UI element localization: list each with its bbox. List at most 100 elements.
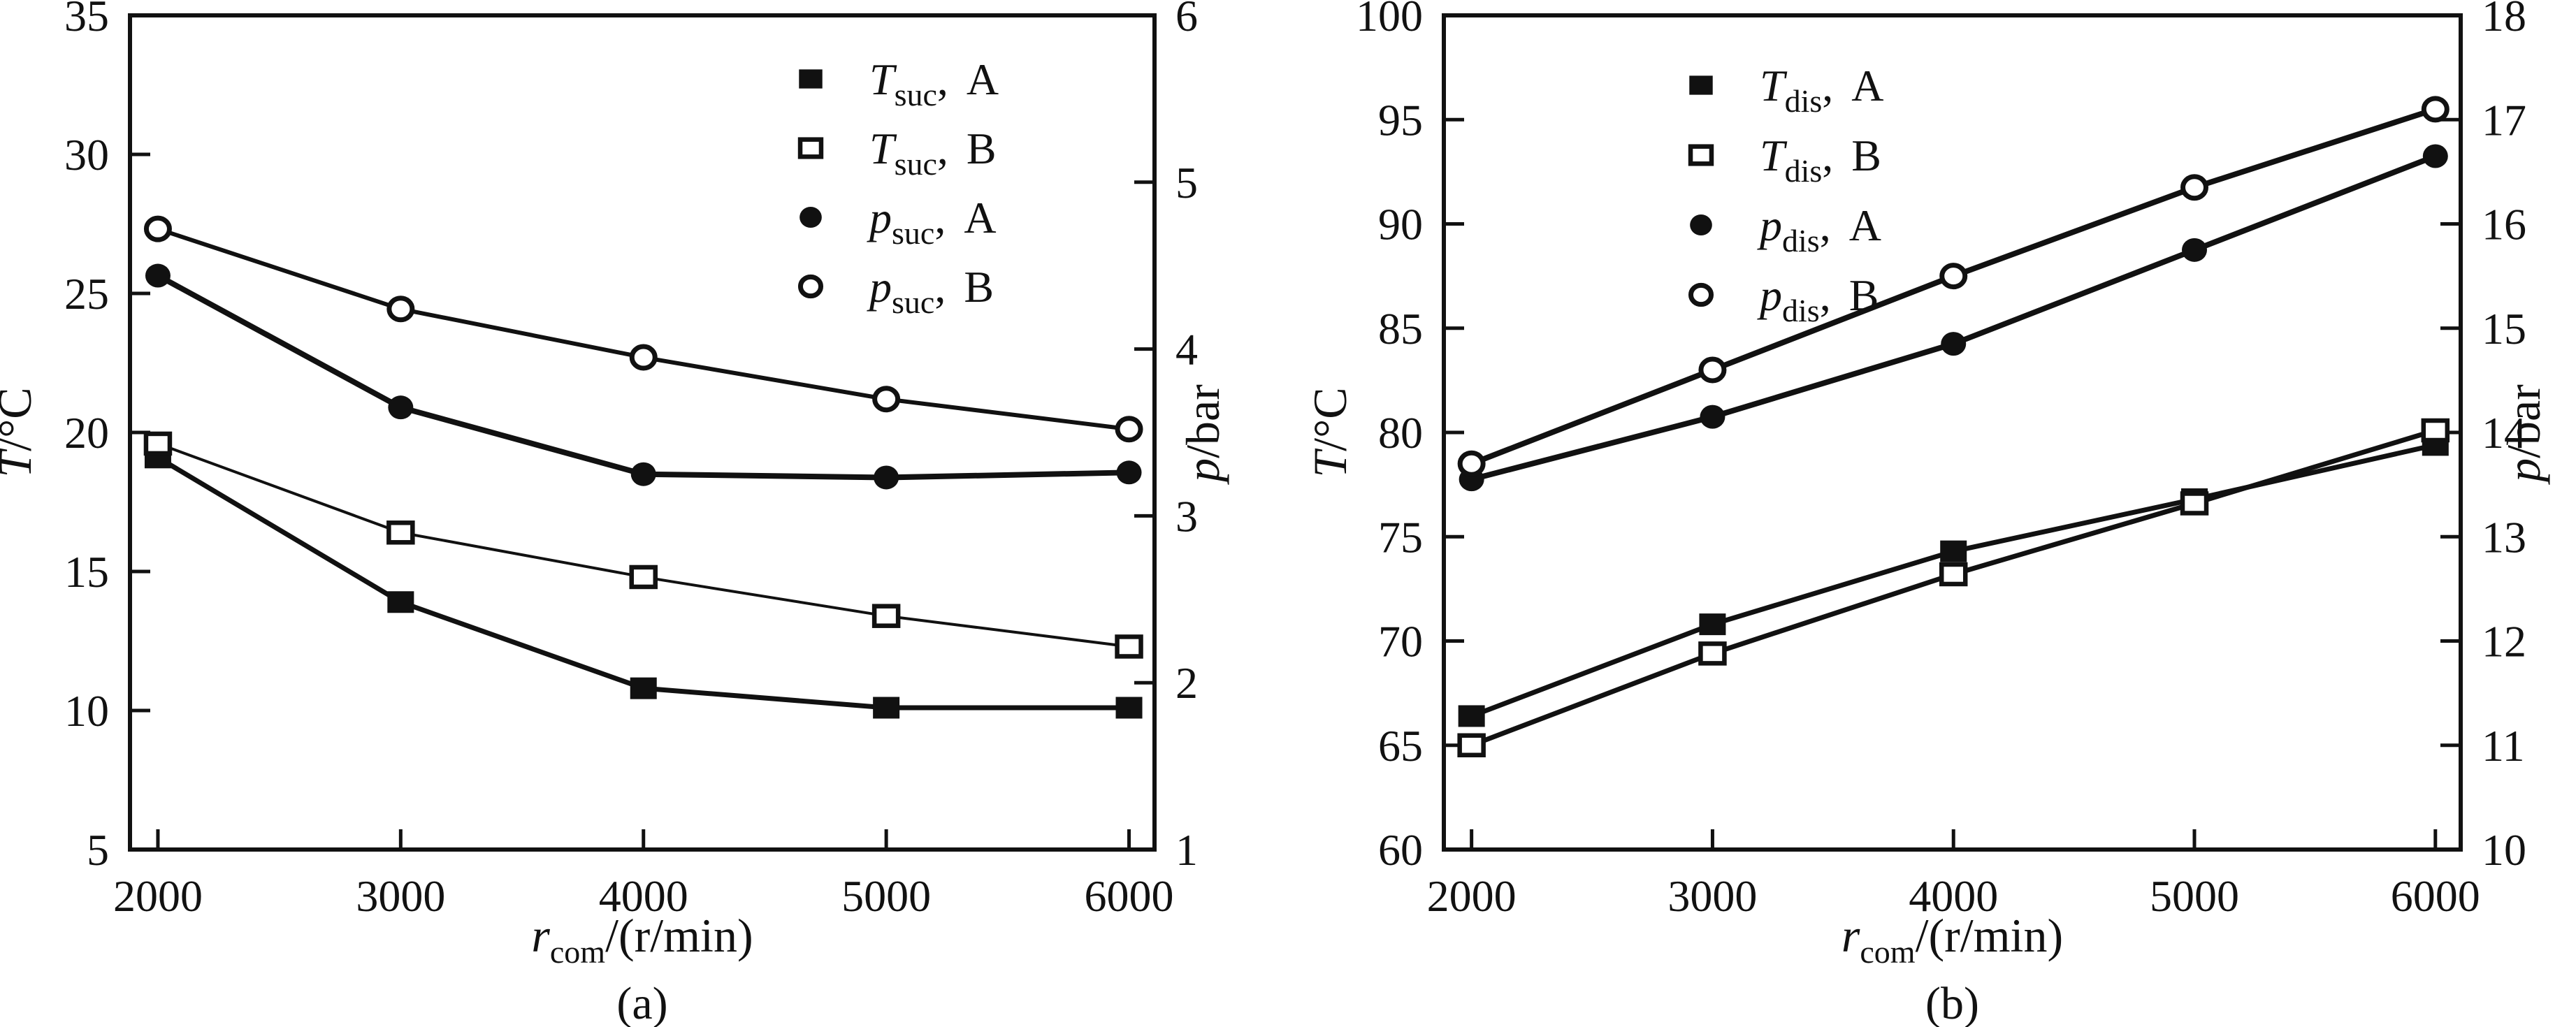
left-tick-label-a-35: 35 (64, 0, 109, 41)
chart-a: 2000 3000 4000 5000 6000 35 30 25 20 15 10 5 6 5 4 3 2 1 T… (0, 0, 1229, 1027)
legend-a: Tsuc, A Tsuc, B psuc, A psuc, B (797, 54, 999, 320)
left-tick-label-b-80: 80 (1378, 408, 1423, 458)
legend-label-p_suc_B: psuc, B (867, 262, 994, 320)
marker-T_dis_B-3000 (1698, 641, 1727, 666)
marker-p_dis_B-4000 (1939, 263, 1968, 290)
left-tick-label-b-60: 60 (1378, 825, 1423, 875)
series-line-p_suc_B (157, 226, 1129, 432)
legend-label-T_dis_A: Tdis, A (1760, 61, 1884, 119)
marker-p_suc_B-3000 (386, 296, 415, 323)
legend-label-p_dis_A: pdis, A (1757, 201, 1881, 258)
legend-item-T_suc_A: Tsuc, A (799, 54, 999, 112)
marker-p_dis_A-6000 (2422, 144, 2448, 168)
legend-item-T_dis_B: Tdis, B (1688, 131, 1881, 189)
marker-p_suc_A-4000 (630, 462, 656, 486)
right-tick-label-a-2: 2 (1175, 658, 1198, 708)
left-tick-label-b-75: 75 (1378, 512, 1423, 562)
marker-T_dis_B-6000 (2421, 418, 2450, 443)
marker-p_dis_B-5000 (2180, 174, 2209, 201)
left-axis-title-a: T/°C (0, 387, 41, 477)
right-tick-label-b-17: 17 (2482, 95, 2526, 145)
legend-marker-p_dis_A (1690, 214, 1712, 235)
legend-label-p_suc_A: psuc, A (867, 193, 997, 251)
left-tick-label-a-5: 5 (87, 825, 109, 875)
marker-p_dis_A-5000 (2182, 238, 2208, 262)
marker-T_suc_A-3000 (387, 591, 414, 613)
caption-a: (a) (616, 978, 667, 1027)
marker-p_dis_B-2000 (1457, 450, 1486, 477)
marker-T_suc_B-5000 (871, 604, 901, 628)
x-tick-label-a-5000: 5000 (841, 871, 931, 921)
legend-label-p_dis_B: pdis, B (1757, 270, 1879, 328)
legend-item-p_dis_A: pdis, A (1690, 201, 1881, 258)
legend-item-p_suc_B: psuc, B (797, 262, 994, 320)
left-axis-title-b: T/°C (1303, 387, 1356, 477)
legend-item-p_suc_A: psuc, A (799, 193, 997, 251)
legend-item-T_suc_B: Tsuc, B (797, 124, 997, 182)
marker-T_dis_B-5000 (2180, 491, 2209, 516)
x-tick-label-a-2000: 2000 (113, 871, 203, 921)
left-tick-label-a-10: 10 (64, 686, 109, 736)
right-tick-label-a-3: 3 (1175, 491, 1198, 541)
marker-p_dis_A-4000 (1941, 332, 1967, 356)
legend-item-T_dis_A: Tdis, A (1689, 61, 1884, 119)
right-tick-label-a-6: 6 (1175, 0, 1198, 41)
marker-p_suc_B-2000 (143, 215, 172, 242)
caption-b: (b) (1925, 978, 1979, 1027)
x-tick-label-a-3000: 3000 (356, 871, 445, 921)
marker-T_dis_A-3000 (1699, 613, 1726, 636)
x-tick-label-a-6000: 6000 (1085, 871, 1174, 921)
chart-b: 2000 3000 4000 5000 6000 100 95 90 85 80 75 70 65 60 1… (1303, 0, 2550, 1027)
x-tick-label-b-2000: 2000 (1427, 871, 1517, 921)
left-tick-label-b-90: 90 (1378, 200, 1423, 249)
marker-p_suc_A-6000 (1116, 460, 1142, 485)
right-tick-label-b-15: 15 (2482, 304, 2526, 354)
marker-T_suc_A-6000 (1115, 697, 1143, 719)
legend-label-T_suc_A: Tsuc, A (869, 54, 999, 112)
right-axis-title-a: p/bar (1176, 384, 1229, 485)
marker-T_dis_A-2000 (1458, 705, 1485, 727)
right-tick-label-b-10: 10 (2482, 825, 2526, 875)
marker-p_suc_A-2000 (145, 263, 171, 288)
left-tick-label-b-85: 85 (1378, 304, 1423, 354)
legend-marker-T_suc_B (797, 137, 824, 159)
legend-marker-p_suc_B (797, 274, 824, 299)
marker-T_suc_A-5000 (873, 697, 900, 719)
right-tick-label-b-14: 14 (2482, 408, 2526, 458)
legend-marker-p_dis_B (1688, 282, 1714, 307)
right-tick-label-b-16: 16 (2482, 200, 2526, 249)
marker-p_suc_B-6000 (1115, 416, 1143, 443)
left-tick-label-a-15: 15 (64, 547, 109, 597)
legend-marker-T_dis_B (1688, 144, 1714, 166)
legend-marker-T_suc_A (799, 69, 823, 89)
plot-border-b (1442, 13, 2463, 852)
marker-T_dis_B-2000 (1457, 733, 1486, 757)
x-tick-label-a-4000: 4000 (599, 871, 688, 921)
marker-p_dis_A-3000 (1700, 405, 1725, 429)
legend-label-T_suc_B: Tsuc, B (869, 124, 997, 182)
x-tick-label-b-5000: 5000 (2150, 871, 2239, 921)
left-tick-label-a-30: 30 (64, 130, 109, 180)
plot-border-a (128, 13, 1157, 852)
right-tick-label-b-18: 18 (2482, 0, 2526, 41)
marker-p_suc_A-5000 (874, 465, 899, 490)
left-tick-label-b-65: 65 (1378, 721, 1423, 771)
marker-p_suc_A-3000 (388, 395, 414, 420)
x-tick-label-b-4000: 4000 (1909, 871, 1998, 921)
right-tick-label-a-1: 1 (1175, 825, 1198, 875)
right-tick-label-a-5: 5 (1175, 158, 1198, 207)
x-tick-label-b-6000: 6000 (2391, 871, 2480, 921)
left-tick-label-b-95: 95 (1378, 95, 1423, 145)
x-tick-label-b-3000: 3000 (1667, 871, 1757, 921)
right-tick-label-b-11: 11 (2482, 721, 2525, 771)
left-tick-label-b-70: 70 (1378, 617, 1423, 667)
x-axis-title-b: rcom/(r/min) (1841, 909, 2063, 970)
series-line-p_dis_A (1470, 153, 2437, 483)
legend-marker-p_suc_A (799, 207, 822, 228)
marker-p_dis_B-3000 (1698, 356, 1727, 384)
right-tick-label-b-13: 13 (2482, 512, 2526, 562)
marker-T_dis_B-4000 (1939, 562, 1968, 587)
marker-T_suc_B-3000 (386, 520, 415, 545)
